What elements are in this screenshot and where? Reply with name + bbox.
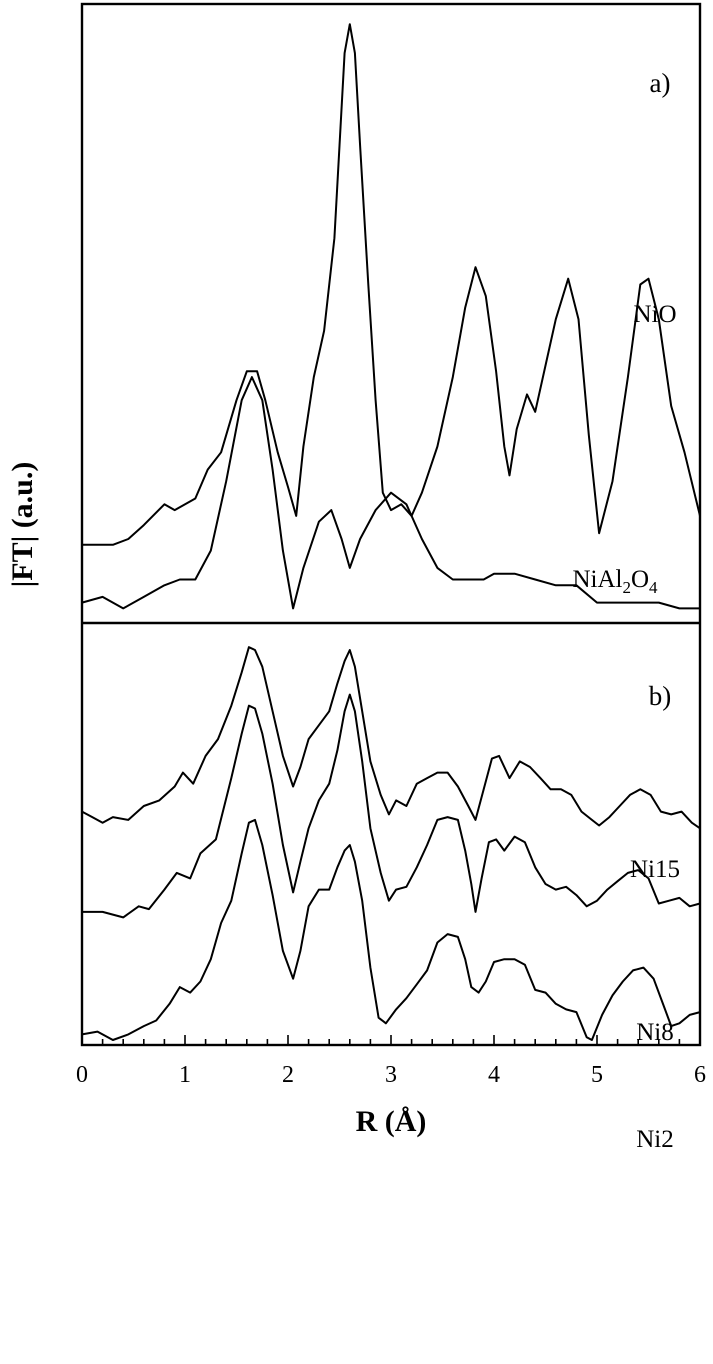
x-tick-label: 0 [76,1062,88,1088]
x-tick-label: 6 [694,1062,706,1088]
panel-label-b: b) [649,681,672,711]
x-tick-label: 2 [282,1062,294,1088]
series-line-nial2o4 [81,376,701,610]
y-axis-label: |FT| (a.u.) [6,462,39,588]
panel-a: a) NiO NiAl2O4 [81,23,701,610]
x-axis: 0 1 2 3 4 5 6 [76,1035,706,1088]
series-line-ni15 [81,646,701,830]
series-label-ni2: Ni2 [636,1126,674,1153]
series-label-nio: NiO [633,301,676,328]
series-line-nio [81,23,701,546]
series-line-ni2 [81,818,701,1041]
series-label-ni8: Ni8 [636,1019,674,1046]
x-tick-label: 4 [488,1062,500,1088]
x-tick-label: 3 [385,1062,397,1088]
x-axis-label: R (Å) [356,1105,427,1138]
x-tick-label: 1 [179,1062,191,1088]
panel-label-a: a) [650,68,671,98]
x-tick-label: 5 [591,1062,603,1088]
series-line-ni8 [81,693,701,919]
series-label-nial2o4: NiAl2O4 [572,566,658,597]
